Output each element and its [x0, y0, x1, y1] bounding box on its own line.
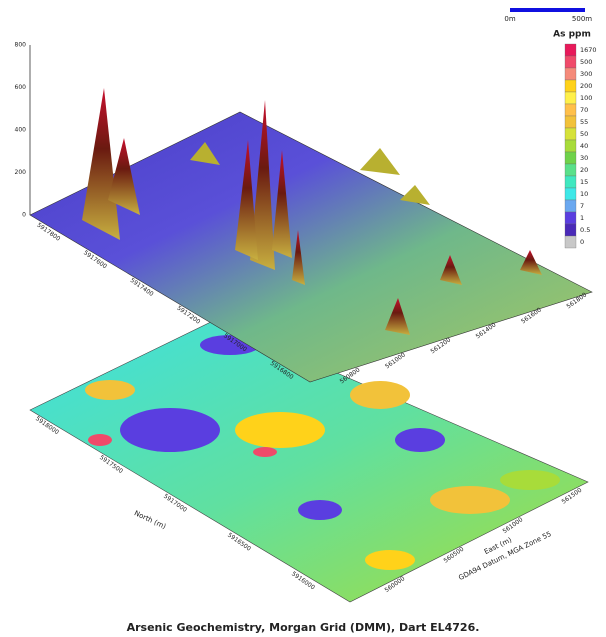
legend-swatch: [564, 115, 577, 129]
legend-swatch: [564, 199, 577, 213]
scale-bar: [510, 8, 585, 12]
contour-map: [29, 319, 589, 603]
z-tick-label: 800: [15, 42, 27, 49]
legend-swatch: [564, 91, 577, 105]
legend-swatch: [564, 163, 577, 177]
legend-label: 300: [580, 70, 592, 78]
legend-label: 500: [580, 58, 592, 66]
legend-label: 7: [580, 202, 584, 210]
legend-swatch: [564, 187, 577, 201]
legend-label: 1: [580, 214, 584, 222]
legend-swatch: [564, 55, 577, 69]
legend-label: 1670: [580, 46, 597, 54]
legend-label: 0: [580, 238, 584, 246]
legend-swatch: [564, 151, 577, 165]
legend-swatch: [564, 175, 577, 189]
legend-label: 70: [580, 106, 588, 114]
scale-end: 500m: [572, 15, 592, 23]
legend-swatch: [564, 211, 577, 225]
z-tick-label: 0: [22, 212, 26, 219]
legend-swatch: [564, 127, 577, 141]
legend-label: 40: [580, 142, 588, 150]
caption: Arsenic Geochemistry, Morgan Grid (DMM),…: [127, 621, 480, 634]
legend-swatch: [564, 235, 577, 249]
legend-swatch: [564, 139, 577, 153]
legend-label: 0.5: [580, 226, 590, 234]
legend-swatch: [564, 223, 577, 237]
legend-label: 200: [580, 82, 592, 90]
legend-label: 15: [580, 178, 588, 186]
legend-swatch: [564, 79, 577, 93]
legend: 1670 500 300 200 100 70 55 50 40 30 20 15 10 7 1 0.5 0: [564, 43, 597, 249]
legend-label: 20: [580, 166, 588, 174]
north-axis-label: North (m): [133, 509, 168, 531]
z-tick-label: 600: [15, 84, 27, 91]
surface-3d: [29, 45, 593, 383]
legend-label: 100: [580, 94, 592, 102]
legend-swatch: [564, 67, 577, 81]
legend-swatch: [564, 43, 577, 57]
legend-label: 55: [580, 118, 588, 126]
z-tick-label: 400: [15, 127, 27, 134]
legend-label: 50: [580, 130, 588, 138]
scale-start: 0m: [504, 15, 515, 23]
legend-swatch: [564, 103, 577, 117]
legend-title: As ppm: [553, 30, 591, 40]
legend-label: 30: [580, 154, 588, 162]
legend-label: 10: [580, 190, 588, 198]
z-tick-label: 200: [15, 169, 27, 176]
